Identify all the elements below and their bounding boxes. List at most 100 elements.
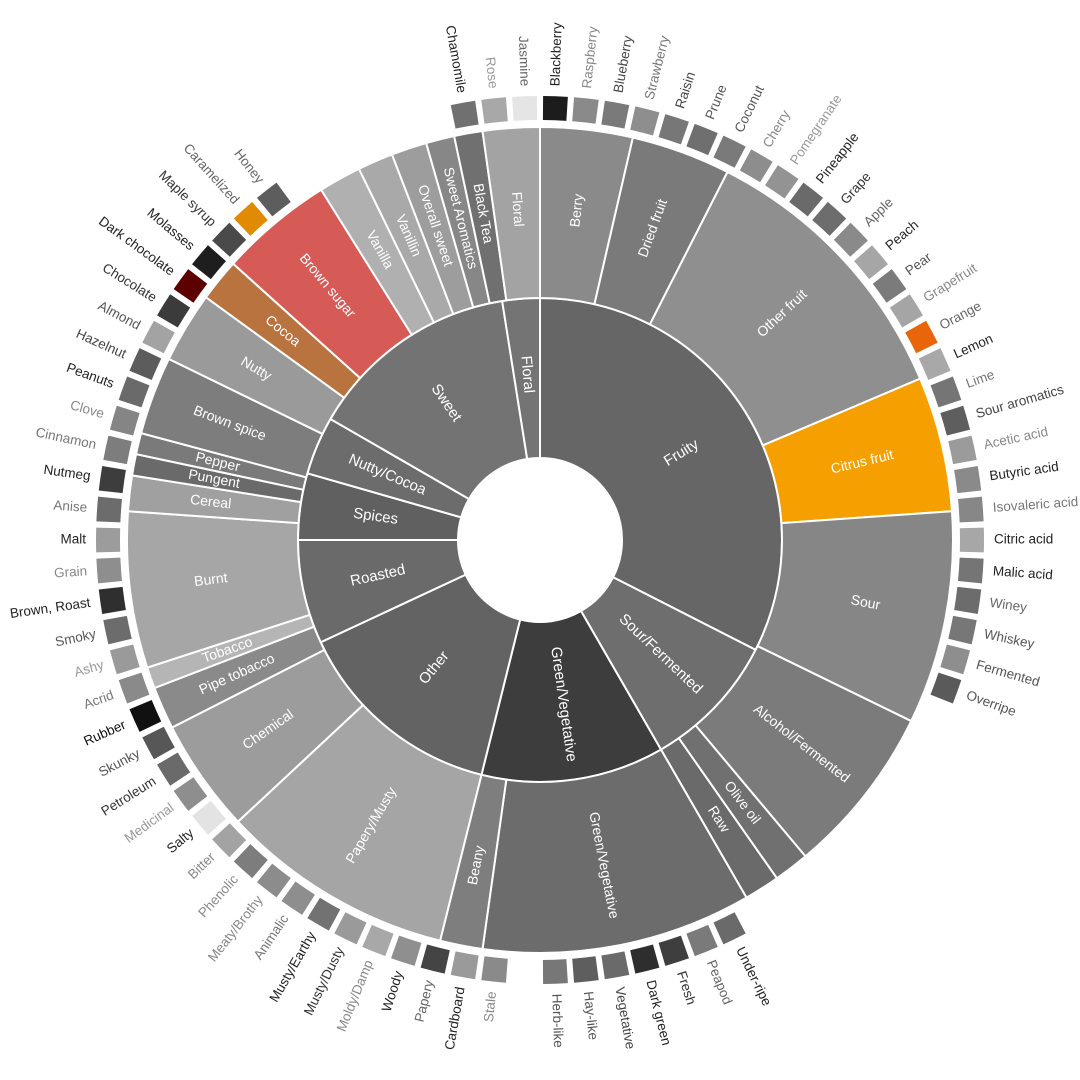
category-label-spices: Spices [352, 505, 399, 528]
flavor-swatch-chocolate[interactable] [157, 294, 191, 328]
flavor-swatch-herb-like[interactable] [542, 959, 568, 984]
flavor-swatch-skunky[interactable] [142, 726, 175, 760]
flavor-swatch-isovaleric-acid[interactable] [957, 496, 984, 523]
flavor-swatch-musty-earthy[interactable] [307, 897, 341, 931]
flavor-swatch-animalic[interactable] [281, 881, 315, 915]
flavor-swatch-caramelized[interactable] [233, 201, 268, 236]
flavor-label-under-ripe: Under-ripe [733, 944, 774, 1008]
flavor-label-raisin: Raisin [672, 70, 698, 110]
flavor-swatch-orange[interactable] [905, 320, 938, 354]
flavor-swatch-maple-syrup[interactable] [212, 222, 247, 257]
flavor-swatch-medicinal[interactable] [173, 777, 208, 811]
flavor-swatch-grapefruit[interactable] [889, 294, 923, 328]
flavor-swatch-jasmine[interactable] [512, 96, 538, 121]
flavor-swatch-chamomile[interactable] [450, 100, 479, 129]
flavor-swatch-pineapple[interactable] [789, 182, 824, 217]
flavor-swatch-cinnamon[interactable] [103, 435, 132, 465]
flavor-label-woody: Woody [379, 969, 406, 1014]
flavor-swatch-sour-aromatics[interactable] [940, 405, 971, 436]
flavor-swatch-stale[interactable] [481, 956, 508, 983]
flavor-swatch-anise[interactable] [96, 496, 123, 523]
flavor-label-skunky: Skunky [96, 746, 142, 780]
flavor-label-isovaleric-acid: Isovaleric acid [992, 494, 1078, 515]
flavor-swatch-ashy[interactable] [109, 644, 140, 675]
flavor-label-coconut: Coconut [731, 83, 767, 135]
flavor-swatch-fermented[interactable] [940, 644, 971, 675]
flavor-label-nutmeg: Nutmeg [43, 462, 92, 483]
flavor-swatch-malt[interactable] [96, 527, 121, 553]
subcategory-segment-floral[interactable] [481, 125, 541, 302]
flavor-swatch-nutmeg[interactable] [98, 465, 126, 494]
flavor-swatch-honey[interactable] [256, 182, 291, 217]
flavor-swatch-butyric-acid[interactable] [954, 465, 982, 494]
flavor-swatch-woody[interactable] [391, 935, 422, 966]
flavor-swatch-raspberry[interactable] [572, 97, 599, 124]
flavor-swatch-peach[interactable] [854, 245, 888, 280]
flavor-swatch-rose[interactable] [481, 97, 508, 124]
flavor-swatch-pomegranate[interactable] [765, 165, 799, 199]
flavor-swatch-pear[interactable] [872, 269, 907, 303]
flavor-swatch-prune[interactable] [686, 123, 718, 156]
flavor-label-apple: Apple [861, 195, 896, 230]
flavor-swatch-vegetative[interactable] [601, 951, 630, 980]
flavor-swatch-lime[interactable] [930, 376, 962, 408]
flavor-swatch-blackberry[interactable] [542, 96, 568, 121]
flavor-label-peanuts: Peanuts [65, 360, 117, 391]
flavor-swatch-smoky[interactable] [103, 615, 132, 645]
flavor-swatch-acrid[interactable] [118, 672, 150, 704]
flavor-swatch-raisin[interactable] [658, 114, 689, 145]
flavor-swatch-overripe[interactable] [930, 672, 962, 704]
flavor-label-vegetative: Vegetative [612, 986, 638, 1051]
flavor-swatch-clove[interactable] [109, 405, 140, 436]
flavor-swatch-phenolic[interactable] [233, 844, 268, 879]
flavor-swatch-fresh[interactable] [658, 935, 689, 966]
flavor-label-moldy-damp: Moldy/Damp [334, 958, 376, 1034]
flavor-swatch-brown-roast[interactable] [98, 586, 126, 615]
flavor-label-whiskey: Whiskey [983, 626, 1036, 651]
flavor-swatch-cherry[interactable] [739, 149, 773, 183]
flavor-label-blackberry: Blackberry [547, 22, 564, 87]
flavor-swatch-coconut[interactable] [713, 135, 746, 168]
flavor-swatch-salty[interactable] [192, 800, 226, 835]
flavor-swatch-whiskey[interactable] [948, 615, 977, 645]
flavor-swatch-cardboard[interactable] [450, 951, 479, 980]
flavor-label-raspberry: Raspberry [579, 25, 600, 89]
flavor-label-rubber: Rubber [81, 717, 128, 749]
flavor-swatch-winey[interactable] [954, 586, 982, 615]
subcategory-label-floral: Floral [509, 191, 527, 227]
flavor-label-cardboard: Cardboard [442, 986, 468, 1051]
flavor-swatch-under-ripe[interactable] [713, 912, 746, 945]
flavor-swatch-rubber[interactable] [129, 700, 162, 732]
flavor-swatch-grain[interactable] [96, 557, 123, 584]
flavor-swatch-dark-green[interactable] [630, 944, 660, 974]
flavor-label-acetic-acid: Acetic acid [982, 424, 1049, 452]
flavor-swatch-lemon[interactable] [918, 348, 951, 380]
flavor-swatch-apple[interactable] [833, 222, 868, 257]
flavor-swatch-hay-like[interactable] [572, 956, 599, 983]
flavor-swatch-peanuts[interactable] [118, 376, 150, 408]
flavor-swatch-bitter[interactable] [212, 823, 247, 858]
flavor-label-papery: Papery [412, 978, 437, 1023]
flavor-swatch-citric-acid[interactable] [959, 527, 984, 553]
flavor-label-chamomile: Chamomile [443, 24, 470, 94]
flavor-swatch-almond[interactable] [142, 320, 175, 354]
flavor-swatch-petroleum[interactable] [157, 752, 191, 786]
flavor-swatch-molasses[interactable] [192, 245, 226, 280]
flavor-swatch-meaty-brothy[interactable] [256, 863, 291, 898]
flavor-swatch-blueberry[interactable] [601, 100, 630, 129]
flavor-label-grape: Grape [838, 169, 874, 207]
flavor-swatch-strawberry[interactable] [630, 106, 660, 136]
flavor-label-honey: Honey [231, 146, 267, 186]
flavor-swatch-moldy-damp[interactable] [362, 924, 394, 957]
flavor-label-chocolate: Chocolate [100, 260, 160, 305]
flavor-swatch-musty-dusty[interactable] [334, 912, 367, 945]
flavor-label-clove: Clove [69, 397, 106, 421]
flavor-swatch-malic-acid[interactable] [957, 557, 984, 584]
flavor-swatch-dark-chocolate[interactable] [173, 269, 208, 303]
flavor-swatch-papery[interactable] [420, 944, 450, 974]
flavor-swatch-acetic-acid[interactable] [948, 435, 977, 465]
flavor-swatch-grape[interactable] [812, 201, 847, 236]
flavor-swatch-hazelnut[interactable] [129, 348, 162, 380]
flavor-swatch-peapod[interactable] [686, 924, 718, 957]
